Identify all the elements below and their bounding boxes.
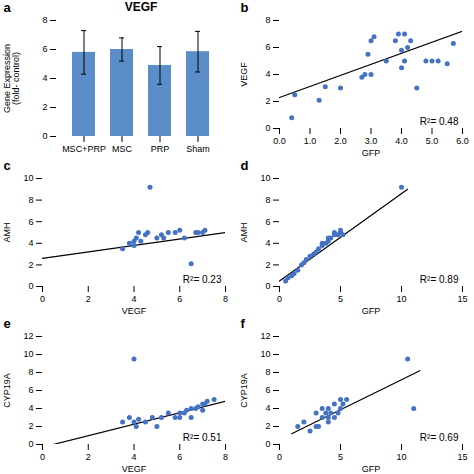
svg-text:3.0: 3.0 — [365, 136, 378, 146]
svg-text:6: 6 — [265, 217, 270, 227]
svg-text:10: 10 — [260, 173, 270, 183]
svg-text:8: 8 — [265, 195, 270, 205]
svg-text:AMH: AMH — [2, 223, 12, 243]
svg-text:a: a — [4, 0, 12, 15]
svg-text:8: 8 — [223, 294, 228, 304]
svg-text:GFP: GFP — [362, 148, 381, 158]
svg-text:10: 10 — [23, 173, 33, 183]
svg-text:4: 4 — [28, 403, 33, 413]
svg-text:0: 0 — [42, 131, 47, 141]
svg-text:2: 2 — [28, 421, 33, 431]
svg-text:MSC+PRP: MSC+PRP — [62, 144, 106, 154]
svg-text:5: 5 — [338, 452, 343, 462]
svg-text:VEGF: VEGF — [122, 464, 147, 474]
svg-text:GFP: GFP — [362, 306, 381, 316]
svg-text:2: 2 — [42, 102, 47, 112]
svg-text:CYP19A: CYP19A — [2, 373, 12, 408]
svg-text:10: 10 — [23, 349, 33, 359]
svg-text:4.0: 4.0 — [395, 136, 408, 146]
svg-text:0.0: 0.0 — [273, 136, 286, 146]
svg-text:6: 6 — [265, 42, 270, 52]
svg-text:R²= 0.23: R²= 0.23 — [183, 274, 222, 285]
svg-text:4: 4 — [265, 69, 270, 79]
svg-text:1.0: 1.0 — [304, 136, 317, 146]
svg-text:12: 12 — [23, 331, 33, 341]
svg-text:0: 0 — [28, 439, 33, 449]
svg-text:0: 0 — [40, 452, 45, 462]
svg-text:R²= 0.89: R²= 0.89 — [420, 274, 459, 285]
svg-text:8: 8 — [265, 367, 270, 377]
svg-text:6: 6 — [28, 217, 33, 227]
svg-text:0: 0 — [265, 281, 270, 291]
svg-text:Gene Expression(fold- control): Gene Expression(fold- control) — [2, 44, 21, 113]
svg-text:6: 6 — [177, 452, 182, 462]
svg-text:8: 8 — [28, 367, 33, 377]
svg-text:e: e — [4, 316, 11, 331]
svg-text:GFP: GFP — [362, 464, 381, 474]
svg-text:0: 0 — [277, 452, 282, 462]
svg-text:8: 8 — [42, 15, 47, 25]
svg-text:CYP19A: CYP19A — [239, 373, 249, 408]
svg-text:6: 6 — [265, 385, 270, 395]
svg-text:0: 0 — [40, 294, 45, 304]
svg-text:4: 4 — [131, 452, 136, 462]
svg-text:MSC: MSC — [112, 144, 133, 154]
svg-text:2: 2 — [265, 421, 270, 431]
svg-text:8: 8 — [223, 452, 228, 462]
svg-text:b: b — [241, 0, 249, 15]
svg-text:4: 4 — [131, 294, 136, 304]
svg-text:15: 15 — [457, 294, 467, 304]
svg-text:8: 8 — [265, 15, 270, 25]
svg-text:VEGF: VEGF — [239, 62, 249, 87]
svg-text:c: c — [4, 158, 11, 173]
svg-text:6.0: 6.0 — [456, 136, 469, 146]
svg-text:10: 10 — [396, 294, 406, 304]
svg-text:2: 2 — [86, 294, 91, 304]
svg-text:4: 4 — [265, 238, 270, 248]
svg-text:R²= 0.69: R²= 0.69 — [420, 432, 459, 443]
svg-text:4: 4 — [265, 403, 270, 413]
svg-text:0: 0 — [265, 123, 270, 133]
svg-text:2: 2 — [28, 260, 33, 270]
svg-text:0: 0 — [265, 439, 270, 449]
svg-text:f: f — [241, 316, 246, 331]
svg-text:12: 12 — [260, 331, 270, 341]
svg-text:d: d — [241, 158, 249, 173]
svg-text:2: 2 — [265, 260, 270, 270]
svg-text:8: 8 — [28, 195, 33, 205]
svg-text:6: 6 — [177, 294, 182, 304]
svg-text:0: 0 — [277, 294, 282, 304]
svg-text:R²= 0.51: R²= 0.51 — [183, 432, 222, 443]
svg-text:6: 6 — [42, 44, 47, 54]
svg-text:2: 2 — [265, 96, 270, 106]
svg-text:PRP: PRP — [151, 144, 170, 154]
svg-text:0: 0 — [28, 281, 33, 291]
svg-text:4: 4 — [28, 238, 33, 248]
svg-text:2: 2 — [86, 452, 91, 462]
svg-text:AMH: AMH — [239, 223, 249, 243]
svg-text:10: 10 — [260, 349, 270, 359]
svg-text:6: 6 — [28, 385, 33, 395]
svg-text:5.0: 5.0 — [426, 136, 439, 146]
svg-text:VEGF: VEGF — [122, 306, 147, 316]
svg-text:4: 4 — [42, 73, 47, 83]
svg-text:15: 15 — [457, 452, 467, 462]
svg-text:R²= 0.48: R²= 0.48 — [420, 116, 459, 127]
svg-text:2.0: 2.0 — [334, 136, 347, 146]
svg-text:10: 10 — [396, 452, 406, 462]
svg-text:5: 5 — [338, 294, 343, 304]
svg-text:VEGF: VEGF — [125, 0, 158, 14]
svg-text:Sham: Sham — [186, 144, 210, 154]
